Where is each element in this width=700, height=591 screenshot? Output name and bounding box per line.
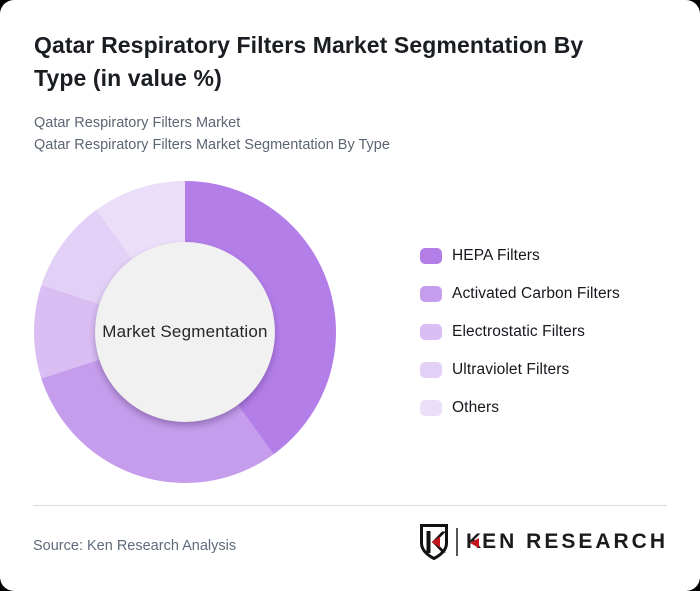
legend-swatch-activated-carbon xyxy=(420,285,442,302)
ken-research-shield-icon xyxy=(419,524,448,560)
legend-label: Ultraviolet Filters xyxy=(452,360,570,378)
donut-center-label: Market Segmentation xyxy=(102,322,268,341)
legend-item-electrostatic: Electrostatic Filters xyxy=(420,323,620,340)
title-line2: Type (in value %) xyxy=(34,65,222,91)
ken-research-wordmark: K EN RESEARCH xyxy=(466,530,668,554)
title-line1: Qatar Respiratory Filters Market Segment… xyxy=(34,32,584,58)
chart-legend: HEPA Filters Activated Carbon Filters El… xyxy=(420,247,620,437)
wordmark-rest: EN RESEARCH xyxy=(482,530,668,553)
legend-swatch-others xyxy=(420,399,442,416)
legend-item-activated-carbon: Activated Carbon Filters xyxy=(420,285,620,302)
chart-subtitle: Qatar Respiratory Filters Market Qatar R… xyxy=(34,112,664,156)
donut-chart: Market Segmentation xyxy=(34,181,336,483)
legend-label: Others xyxy=(452,398,500,416)
legend-swatch-electrostatic xyxy=(420,323,442,340)
red-triangle-icon xyxy=(470,538,480,548)
page-title: Qatar Respiratory Filters Market Segment… xyxy=(34,29,664,95)
legend-swatch-ultraviolet xyxy=(420,361,442,378)
logo-separator xyxy=(455,528,458,556)
legend-swatch-hepa xyxy=(420,247,442,264)
subtitle-line1: Qatar Respiratory Filters Market xyxy=(34,115,241,131)
subtitle-line2: Qatar Respiratory Filters Market Segment… xyxy=(34,137,390,153)
legend-label: Electrostatic Filters xyxy=(452,322,586,340)
legend-item-hepa: HEPA Filters xyxy=(420,247,620,264)
footer-divider xyxy=(33,505,667,506)
donut-hole: Market Segmentation xyxy=(95,242,275,422)
source-note: Source: Ken Research Analysis xyxy=(33,538,237,554)
legend-label: HEPA Filters xyxy=(452,246,540,264)
legend-item-others: Others xyxy=(420,399,620,416)
legend-item-ultraviolet: Ultraviolet Filters xyxy=(420,361,620,378)
ken-research-logo: K EN RESEARCH xyxy=(419,524,668,560)
legend-label: Activated Carbon Filters xyxy=(452,284,620,302)
